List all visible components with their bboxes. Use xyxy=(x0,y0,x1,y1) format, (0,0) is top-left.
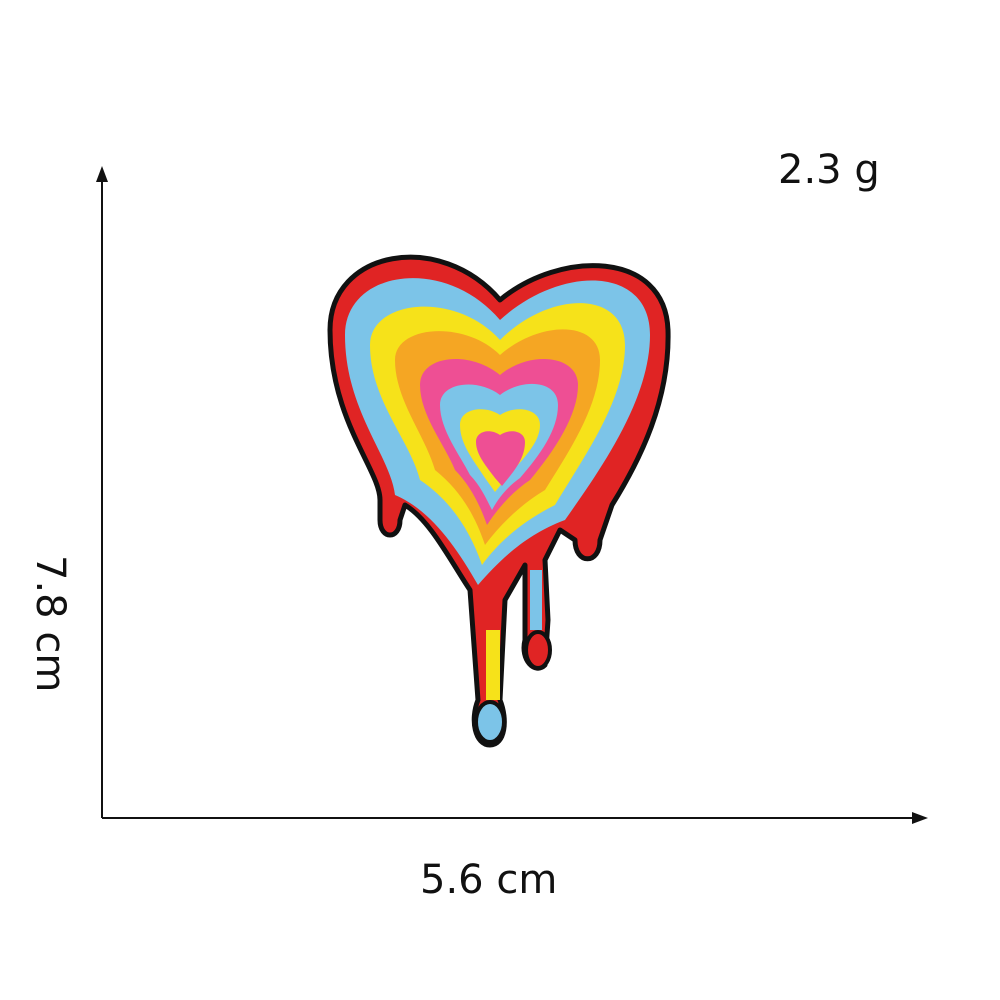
width-dimension-label: 5.6 cm xyxy=(420,857,558,903)
weight-label: 2.3 g xyxy=(778,147,880,193)
height-dimension-label: 7.8 cm xyxy=(27,555,73,693)
height-axis-arrow-icon xyxy=(96,166,108,182)
heart-patch-image xyxy=(327,254,671,748)
width-axis-arrow-icon xyxy=(912,812,928,824)
